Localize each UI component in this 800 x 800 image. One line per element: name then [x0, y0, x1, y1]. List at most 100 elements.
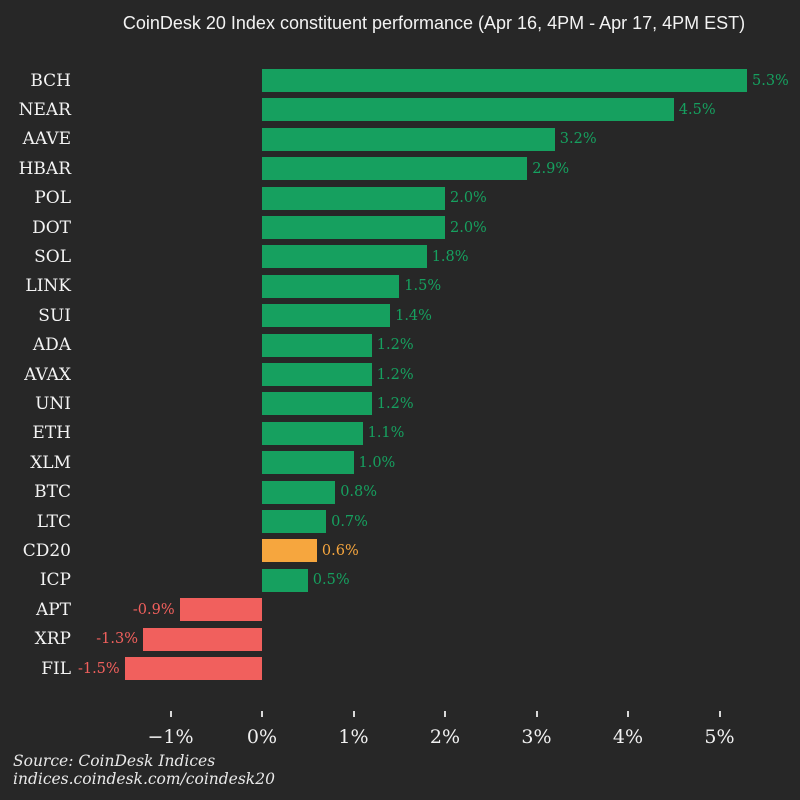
bar-cd20 — [262, 539, 317, 563]
category-label-sui: SUI — [38, 305, 71, 326]
value-label-apt: -0.9% — [132, 601, 175, 618]
chart-title: CoinDesk 20 Index constituent performanc… — [122, 13, 746, 33]
chart-row: CD20 0.6% — [0, 539, 800, 563]
bar-fil — [124, 657, 263, 680]
value-label-ada: 1.2% — [376, 337, 414, 354]
category-label-eth: ETH — [32, 423, 71, 444]
bar-bch — [262, 69, 747, 92]
chart-row: UNI 1.2% — [0, 392, 800, 416]
value-label-ltc: 0.7% — [331, 513, 368, 530]
bar-link — [262, 274, 400, 298]
bar-sol — [262, 245, 427, 269]
chart-row: LTC 0.7% — [0, 510, 800, 533]
chart-row: XLM 1.0% — [0, 451, 800, 475]
chart-row: SOL 1.8% — [0, 245, 800, 269]
bar-pol — [262, 186, 445, 210]
source-url-text: indices.coindesk.com/coindesk20 — [13, 769, 275, 788]
value-label-avax: 1.2% — [376, 366, 414, 383]
value-label-near: 4.5% — [678, 101, 716, 118]
bar-apt — [179, 598, 262, 622]
bar-xlm — [262, 451, 354, 475]
value-label-eth: 1.1% — [367, 425, 405, 442]
category-label-btc: BTC — [34, 482, 71, 503]
category-label-sol: SOL — [34, 246, 71, 267]
chart-row: BTC 0.8% — [0, 480, 800, 504]
category-label-aave: AAVE — [22, 129, 71, 150]
value-label-btc: 0.8% — [340, 484, 378, 501]
category-label-apt: APT — [35, 599, 71, 620]
source-attribution: Source: CoinDesk Indices indices.coindes… — [13, 752, 275, 788]
bar-uni — [262, 392, 372, 416]
x-axis-tick-label: 0% — [246, 726, 278, 748]
x-axis-tick-label: 1% — [338, 726, 369, 748]
category-label-ada: ADA — [32, 335, 71, 356]
value-label-cd20: 0.6% — [321, 542, 359, 559]
chart-row: APT -0.9% — [0, 598, 800, 622]
x-axis-tick-mark — [444, 711, 446, 717]
bar-ltc — [262, 510, 326, 533]
bar-icp — [262, 568, 308, 592]
category-label-uni: UNI — [35, 393, 71, 414]
category-label-link: LINK — [25, 276, 71, 297]
x-axis-tick-label: 5% — [704, 726, 735, 748]
bar-xrp — [143, 627, 263, 651]
category-label-ltc: LTC — [36, 511, 71, 532]
value-label-sol: 1.8% — [431, 248, 469, 265]
bar-ada — [262, 333, 372, 357]
x-axis-tick-mark — [535, 711, 538, 717]
source-text: Source: CoinDesk Indices — [13, 752, 216, 770]
bar-hbar — [262, 157, 528, 181]
chart-row: SUI 1.4% — [0, 304, 800, 328]
chart-row: LINK 1.5% — [0, 274, 800, 298]
bar-btc — [262, 480, 336, 504]
category-label-xrp: XRP — [34, 629, 71, 650]
category-label-near: NEAR — [18, 99, 71, 120]
value-label-icp: 0.5% — [312, 572, 350, 589]
value-label-fil: -1.5% — [77, 660, 120, 677]
value-label-xrp: -1.3% — [96, 631, 138, 648]
x-axis-tick-label: 2% — [429, 726, 461, 748]
x-axis-tick-label: 3% — [521, 726, 552, 748]
category-label-pol: POL — [34, 188, 71, 209]
value-label-pol: 2.0% — [450, 190, 487, 207]
chart-row: ICP 0.5% — [0, 568, 800, 592]
chart-row: AVAX 1.2% — [0, 363, 800, 386]
value-label-link: 1.5% — [404, 278, 442, 295]
value-label-hbar: 2.9% — [532, 160, 570, 177]
x-axis-tick-label: 4% — [612, 726, 644, 748]
chart-row: NEAR 4.5% — [0, 98, 800, 122]
x-axis-tick-label: −1% — [147, 726, 194, 748]
x-axis-tick-mark — [169, 711, 172, 717]
category-label-hbar: HBAR — [18, 158, 71, 179]
chart-row: HBAR 2.9% — [0, 157, 800, 181]
x-axis-tick-mark — [627, 711, 629, 717]
chart-row: XRP -1.3% — [0, 627, 800, 651]
bar-dot — [262, 216, 445, 239]
category-label-icp: ICP — [39, 570, 71, 591]
bar-near — [262, 98, 674, 122]
value-label-bch: 5.3% — [752, 72, 789, 89]
category-label-bch: BCH — [30, 70, 71, 91]
category-label-fil: FIL — [41, 658, 71, 679]
category-label-xlm: XLM — [30, 452, 71, 473]
x-axis-tick-mark — [352, 711, 355, 717]
chart-row: FIL -1.5% — [0, 657, 800, 680]
bar-sui — [262, 304, 391, 328]
value-label-uni: 1.2% — [376, 395, 414, 412]
category-label-dot: DOT — [32, 217, 71, 238]
x-axis-tick-mark — [718, 711, 721, 717]
x-axis-tick-mark — [261, 711, 263, 717]
chart-row: DOT 2.0% — [0, 216, 800, 239]
bar-avax — [262, 363, 372, 386]
chart-row: BCH 5.3% — [0, 69, 800, 92]
value-label-sui: 1.4% — [395, 307, 432, 324]
bar-eth — [262, 421, 363, 445]
category-label-cd20: CD20 — [22, 540, 71, 561]
category-label-avax: AVAX — [24, 364, 71, 385]
chart-row: AAVE 3.2% — [0, 127, 800, 151]
value-label-aave: 3.2% — [559, 131, 597, 148]
bar-aave — [262, 127, 555, 151]
value-label-xlm: 1.0% — [358, 454, 396, 471]
value-label-dot: 2.0% — [450, 219, 487, 236]
